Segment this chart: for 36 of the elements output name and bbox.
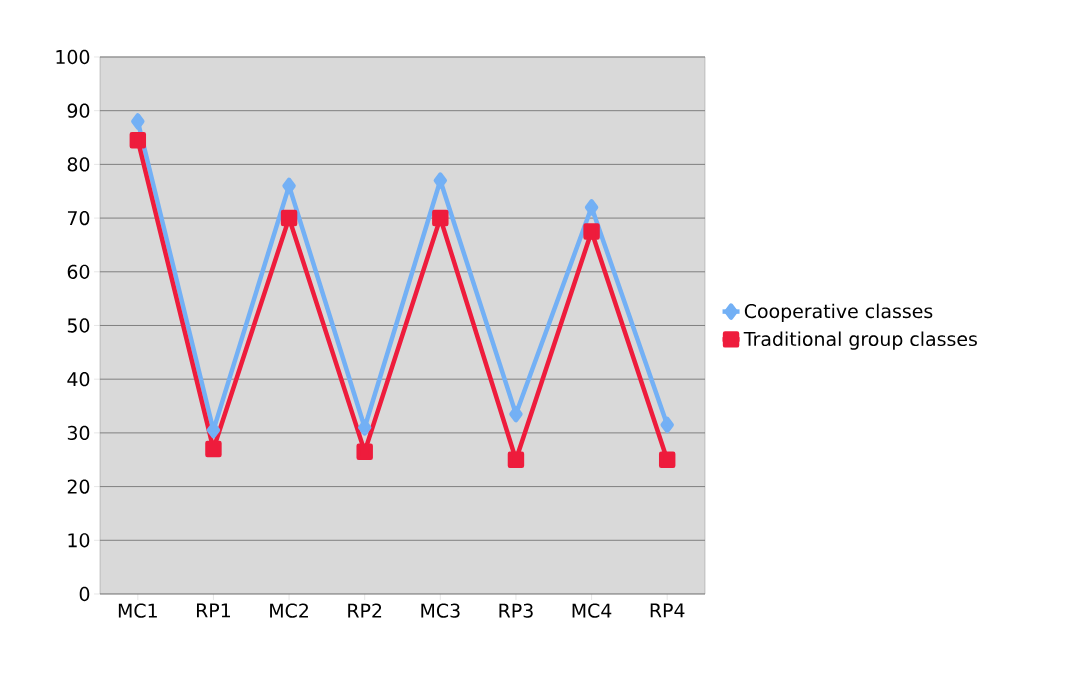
y-tick-label: 90 bbox=[67, 103, 90, 118]
point bbox=[432, 209, 449, 227]
point bbox=[584, 199, 599, 216]
x-tick-label: RP4 bbox=[650, 603, 685, 618]
point bbox=[660, 416, 674, 434]
x-tick-label: MC2 bbox=[270, 603, 308, 618]
legend-label: Traditional group classes bbox=[743, 331, 977, 350]
y-tick-label: 70 bbox=[67, 210, 90, 226]
point bbox=[356, 443, 373, 460]
x-tick-label: MC3 bbox=[421, 603, 460, 618]
x-tick-label: RP1 bbox=[197, 603, 231, 618]
x-tick-label: MC1 bbox=[118, 603, 157, 618]
x-tick-label: RP2 bbox=[348, 603, 382, 618]
y-tick-label: 50 bbox=[67, 318, 90, 333]
y-tick-label: 30 bbox=[67, 425, 90, 441]
y-tick-label: 0 bbox=[79, 586, 90, 602]
point bbox=[433, 172, 448, 189]
point bbox=[507, 451, 525, 468]
x-tick-label: RP3 bbox=[499, 603, 533, 618]
y-tick-label: 100 bbox=[56, 49, 90, 65]
y-tick-label: 20 bbox=[67, 479, 90, 494]
x-tick-label: MC4 bbox=[572, 603, 612, 618]
point bbox=[658, 451, 676, 468]
legend-label: Cooperative classes bbox=[744, 303, 933, 322]
y-tick-label: 10 bbox=[68, 533, 90, 548]
point bbox=[131, 113, 145, 130]
point bbox=[280, 209, 298, 227]
point bbox=[357, 419, 372, 436]
point bbox=[509, 405, 523, 423]
y-tick-label: 40 bbox=[67, 372, 90, 387]
point bbox=[205, 440, 222, 458]
point bbox=[583, 223, 600, 240]
y-tick-label: 80 bbox=[67, 157, 90, 172]
point bbox=[129, 132, 147, 149]
point bbox=[282, 177, 296, 195]
y-tick-label: 60 bbox=[67, 264, 90, 279]
